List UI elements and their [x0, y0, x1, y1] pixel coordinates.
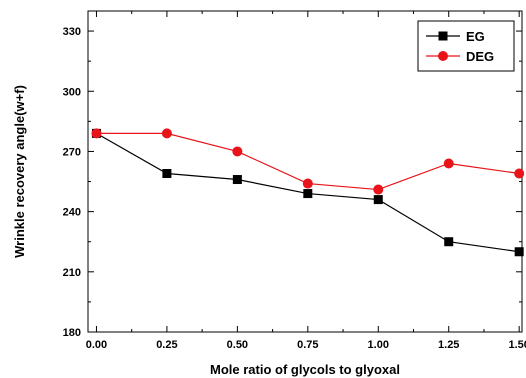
legend-entry-eg: EG [426, 29, 485, 44]
data-point [373, 195, 383, 205]
y-tick-label: 300 [63, 86, 81, 98]
x-tick-label: 0.75 [297, 339, 318, 351]
series-eg [91, 128, 524, 257]
series-deg [91, 128, 525, 195]
x-axis-title: Mole ratio of glycols to glyoxal [210, 362, 400, 377]
legend-label: EG [466, 29, 485, 44]
data-point [161, 128, 172, 139]
y-tick-label: 210 [63, 267, 81, 279]
axes: 0.00 0.25 0.50 0.75 1.00 1.25 1.50 180 210 240 270… [63, 10, 526, 351]
x-tick-label: 0.50 [227, 339, 248, 351]
data-point [514, 168, 525, 179]
y-tick-label: 270 [63, 146, 81, 158]
legend-entry-deg: DEG [426, 49, 494, 64]
data-point [444, 237, 454, 247]
data-point [373, 184, 384, 195]
data-point [91, 128, 102, 139]
y-tick-label: 240 [63, 207, 81, 219]
data-point [232, 146, 243, 157]
x-tick-label: 1.00 [368, 339, 389, 351]
y-tick-label: 180 [63, 327, 81, 339]
y-tick-label: 330 [63, 26, 81, 38]
legend: EG DEG [417, 20, 515, 72]
legend-label: DEG [466, 49, 494, 64]
legend-marker [438, 31, 448, 41]
data-point [232, 175, 242, 185]
x-tick-label: 0.00 [86, 339, 107, 351]
data-point [302, 178, 313, 189]
data-point [303, 189, 313, 199]
x-tick-label: 0.25 [156, 339, 177, 351]
series-layer [91, 128, 525, 257]
legend-box [417, 20, 515, 72]
legend-marker [438, 51, 448, 61]
data-point [443, 158, 454, 169]
y-axis-title: Wrinkle recovery angle(w+f) [12, 85, 27, 258]
data-point [514, 247, 524, 257]
data-point [162, 169, 172, 179]
x-tick-label: 1.50 [508, 339, 526, 351]
x-tick-label: 1.25 [438, 339, 459, 351]
